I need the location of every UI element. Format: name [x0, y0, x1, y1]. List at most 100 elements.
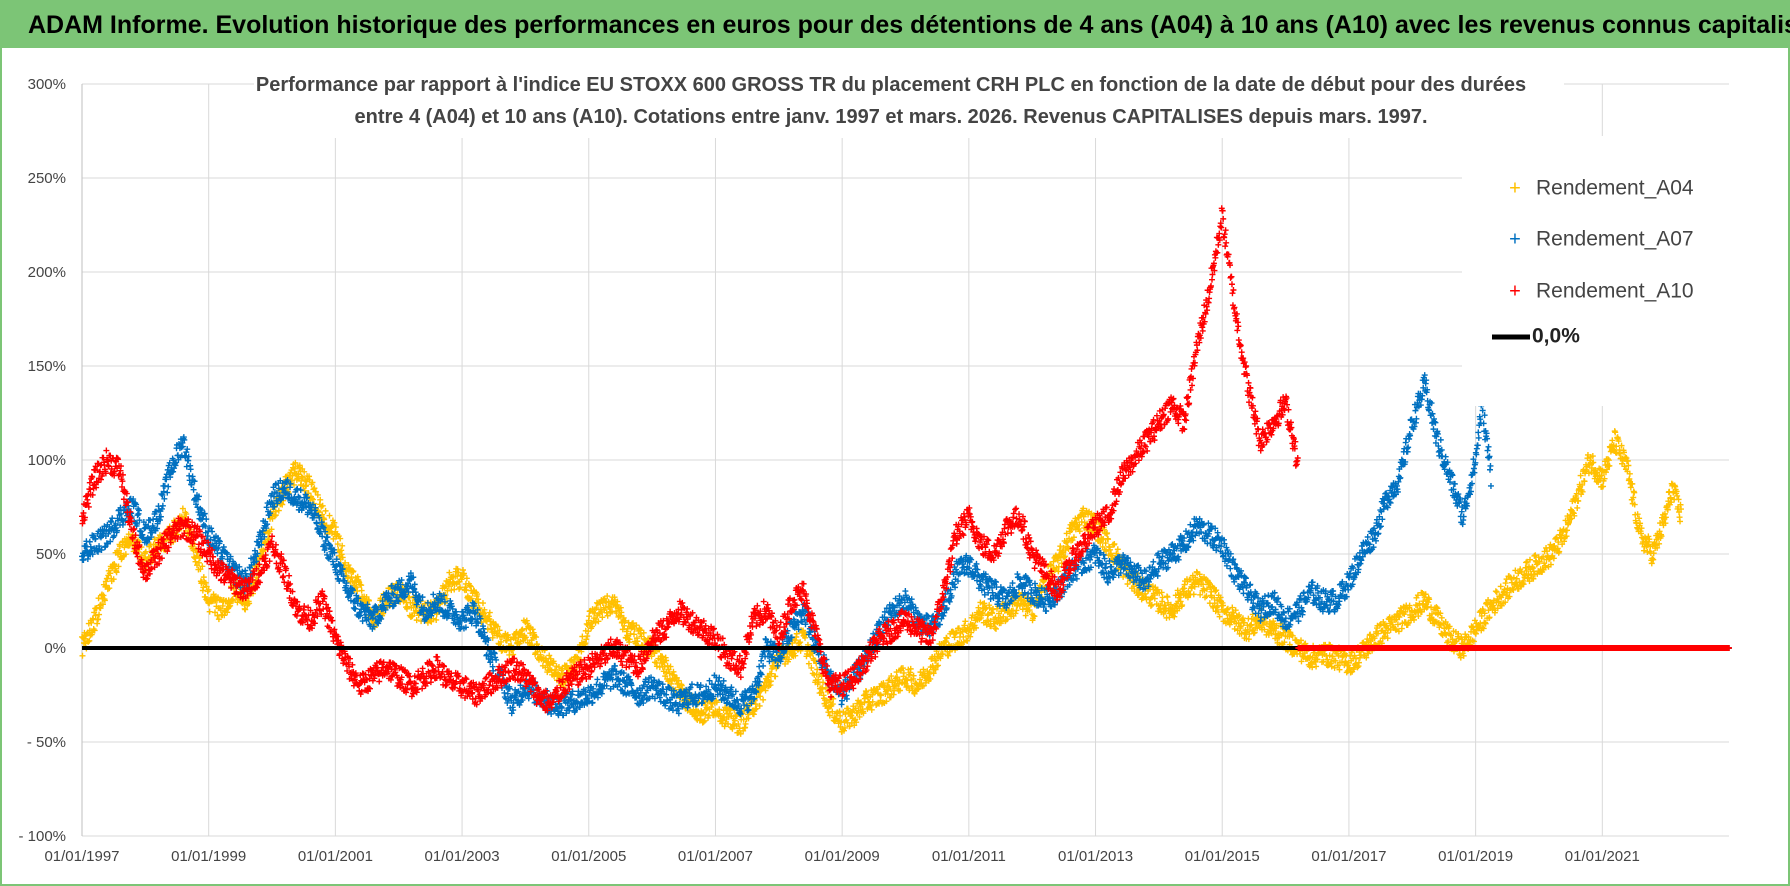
point-rendement-a04	[86, 637, 93, 644]
point-rendement-a04	[345, 574, 352, 581]
point-rendement-a04	[614, 598, 621, 605]
point-rendement-a04	[202, 579, 209, 586]
point-rendement-a04	[820, 679, 827, 686]
point-rendement-a04	[640, 629, 647, 636]
y-tick-label: 50%	[36, 546, 66, 563]
point-rendement-a04	[92, 612, 99, 619]
point-rendement-a07	[159, 502, 166, 509]
point-rendement-a04	[624, 632, 631, 639]
point-rendement-a04	[962, 618, 969, 625]
point-rendement-a04	[212, 609, 219, 616]
point-rendement-a04	[224, 609, 231, 616]
point-rendement-a04	[757, 693, 764, 700]
point-rendement-a04	[745, 715, 752, 722]
x-tick-label: 01/01/1997	[44, 848, 119, 865]
point-rendement-a04	[310, 500, 317, 507]
point-rendement-a04	[752, 706, 759, 713]
y-tick-label: 250%	[28, 170, 66, 187]
point-rendement-a04	[760, 696, 767, 703]
point-rendement-a04	[301, 468, 308, 475]
point-rendement-a04	[496, 627, 503, 634]
point-rendement-a04	[585, 628, 592, 635]
point-rendement-a04	[230, 597, 237, 604]
x-tick-label: 01/01/2011	[932, 848, 1006, 865]
point-rendement-a04	[964, 637, 971, 644]
point-rendement-a04	[348, 574, 355, 581]
x-tick-label: 01/01/2017	[1311, 848, 1386, 865]
point-rendement-a04	[79, 652, 86, 659]
point-rendement-a04	[428, 618, 435, 625]
point-rendement-a04	[406, 594, 413, 601]
point-rendement-a04	[329, 522, 336, 529]
point-rendement-a04	[151, 536, 158, 543]
point-rendement-a04	[192, 558, 199, 565]
point-rendement-a04	[292, 459, 299, 466]
point-rendement-a04	[675, 677, 682, 684]
point-rendement-a04	[725, 714, 732, 721]
point-rendement-a04	[1631, 489, 1638, 496]
point-rendement-a04	[334, 541, 341, 548]
point-rendement-a04	[195, 559, 202, 566]
point-rendement-a07	[732, 688, 739, 695]
point-rendement-a04	[735, 721, 742, 728]
point-rendement-a04	[486, 609, 493, 616]
point-rendement-a04	[314, 491, 321, 498]
point-rendement-a04	[533, 634, 540, 641]
point-rendement-a04	[433, 616, 440, 623]
point-rendement-a04	[653, 663, 660, 670]
point-rendement-a04	[582, 640, 589, 647]
point-rendement-a04	[524, 620, 531, 627]
point-rendement-a04	[702, 711, 709, 718]
point-rendement-a04	[555, 664, 562, 671]
point-rendement-a04	[200, 574, 207, 581]
point-rendement-a04	[272, 512, 279, 519]
point-rendement-a04	[363, 593, 370, 600]
point-rendement-a04	[497, 638, 504, 645]
point-rendement-a04	[1502, 580, 1509, 587]
point-rendement-a04	[733, 713, 740, 720]
point-rendement-a04	[559, 665, 566, 672]
point-rendement-a04	[604, 593, 611, 600]
point-rendement-a04	[122, 551, 129, 558]
point-rendement-a04	[1492, 588, 1499, 595]
point-rendement-a04	[319, 502, 326, 509]
point-rendement-a04	[142, 548, 149, 555]
point-rendement-a04	[631, 631, 638, 638]
y-tick-label: 100%	[28, 452, 66, 469]
point-rendement-a04	[503, 637, 510, 644]
x-tick-label: 01/01/2007	[678, 848, 753, 865]
point-rendement-a04	[183, 511, 190, 518]
point-rendement-a04	[339, 554, 346, 561]
point-rendement-a04	[517, 638, 524, 645]
point-rendement-a04	[762, 687, 769, 694]
point-rendement-a07	[430, 591, 437, 598]
point-rendement-a04	[589, 623, 596, 630]
point-rendement-a04	[296, 462, 303, 469]
point-rendement-a04	[365, 597, 372, 604]
point-rendement-a07	[165, 483, 172, 490]
point-rendement-a04	[215, 616, 222, 623]
point-rendement-a04	[697, 716, 704, 723]
point-rendement-a04	[445, 583, 452, 590]
point-rendement-a04	[279, 501, 286, 508]
x-tick-label: 01/01/2009	[805, 848, 880, 865]
point-rendement-a04	[559, 670, 566, 677]
point-rendement-a04	[474, 591, 481, 598]
point-rendement-a04	[317, 496, 324, 503]
point-rendement-a04	[446, 569, 453, 576]
x-tick-label: 01/01/2015	[1185, 848, 1260, 865]
point-layer	[79, 205, 1732, 737]
point-rendement-a04	[737, 730, 744, 737]
point-rendement-a04	[617, 612, 624, 619]
point-rendement-a04	[468, 595, 475, 602]
y-tick-label: - 100%	[18, 828, 66, 845]
y-tick-label: - 50%	[27, 734, 66, 751]
point-rendement-a04	[455, 569, 462, 576]
point-rendement-a04	[199, 563, 206, 570]
point-rendement-a04	[1231, 625, 1238, 632]
point-rendement-a04	[765, 674, 772, 681]
point-rendement-a04	[322, 507, 329, 514]
point-rendement-a04	[661, 663, 668, 670]
y-tick-label: 0%	[44, 640, 66, 657]
point-rendement-a04	[700, 718, 707, 725]
